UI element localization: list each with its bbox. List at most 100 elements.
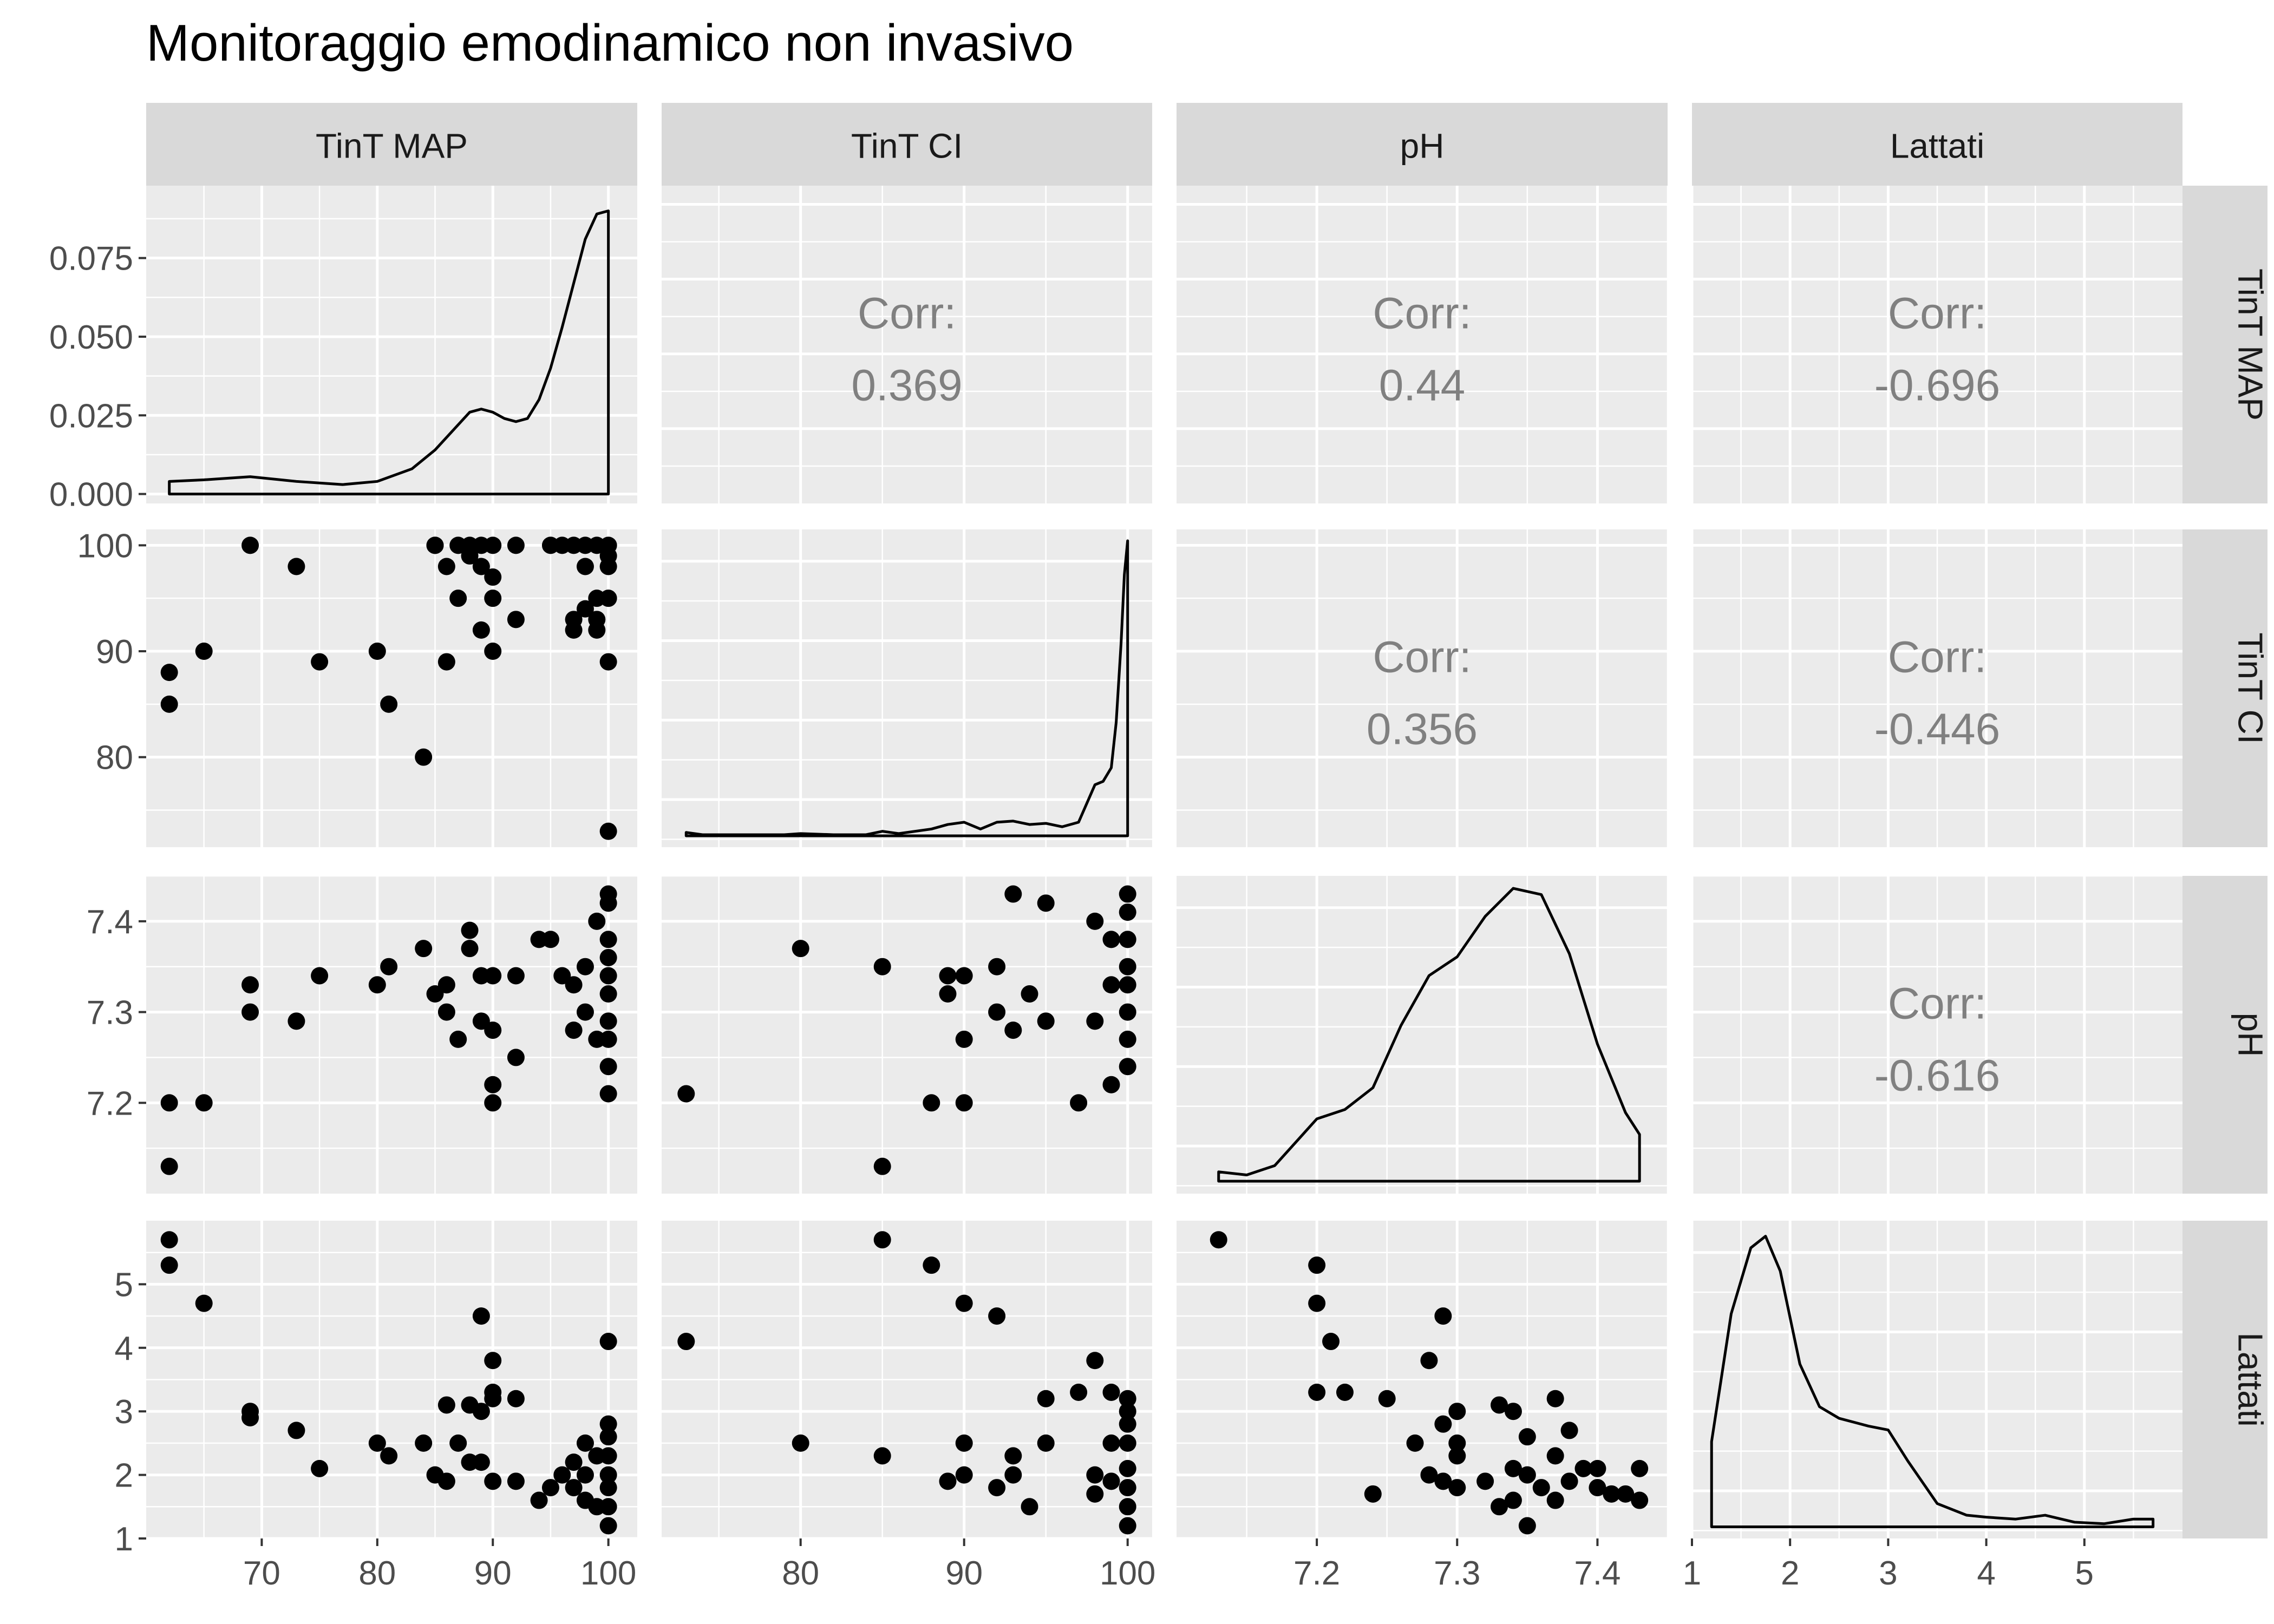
panel-background bbox=[146, 529, 637, 847]
data-point bbox=[1364, 1485, 1382, 1503]
data-point bbox=[1086, 912, 1104, 930]
data-point bbox=[160, 695, 178, 713]
data-point bbox=[1434, 1415, 1452, 1433]
data-point bbox=[160, 1256, 178, 1274]
data-point bbox=[415, 940, 433, 958]
data-point bbox=[1434, 1307, 1452, 1325]
y-tick-label: 0.000 bbox=[49, 476, 133, 514]
strip-top-label-lattati: Lattati bbox=[1890, 127, 1984, 166]
panel-background bbox=[1177, 186, 1668, 503]
data-point bbox=[599, 985, 617, 1003]
data-point bbox=[368, 643, 386, 660]
data-point bbox=[241, 536, 259, 554]
data-point bbox=[1119, 1030, 1136, 1048]
data-point bbox=[1119, 976, 1136, 994]
y-tick-label: 90 bbox=[96, 633, 133, 671]
data-point bbox=[1504, 1491, 1522, 1509]
data-point bbox=[1476, 1472, 1494, 1490]
data-point bbox=[565, 1479, 583, 1497]
data-point bbox=[565, 1021, 583, 1039]
data-point bbox=[955, 1030, 973, 1048]
data-point bbox=[565, 621, 583, 639]
panel-tint-map-vs-tint-ci: Corr: 0.369 bbox=[662, 186, 1152, 503]
data-point bbox=[241, 1409, 259, 1426]
data-point bbox=[437, 1396, 455, 1414]
data-point bbox=[287, 1012, 305, 1030]
density-curve bbox=[1710, 1235, 2155, 1529]
data-point bbox=[1518, 1428, 1536, 1446]
x-tick-label: 4 bbox=[1977, 1555, 1995, 1592]
data-point bbox=[507, 1049, 525, 1066]
y-tick-label: 2 bbox=[115, 1457, 133, 1495]
strip-right-lattati bbox=[2182, 1221, 2268, 1538]
data-point bbox=[599, 1058, 617, 1076]
data-point bbox=[380, 958, 398, 975]
data-point bbox=[484, 1472, 502, 1490]
data-point bbox=[1448, 1447, 1466, 1465]
panel-background bbox=[146, 186, 637, 503]
data-point bbox=[988, 1479, 1006, 1497]
x-tick-label: 7.4 bbox=[1574, 1555, 1620, 1592]
data-point bbox=[484, 1021, 502, 1039]
panel-tint-ci-vs-ph: Corr: 0.356 bbox=[1177, 529, 1669, 847]
data-point bbox=[599, 1517, 617, 1535]
data-point bbox=[939, 967, 957, 985]
data-point bbox=[939, 985, 957, 1003]
data-point bbox=[1546, 1491, 1564, 1509]
data-point bbox=[955, 967, 973, 985]
data-point bbox=[1434, 1472, 1452, 1490]
panel-ph-vs-tint-ci bbox=[662, 875, 1152, 1194]
x-tick-label: 5 bbox=[2075, 1555, 2094, 1592]
data-point bbox=[1119, 958, 1136, 975]
x-tick-label: 7.3 bbox=[1434, 1555, 1480, 1592]
y-tick-label: 7.4 bbox=[87, 903, 133, 941]
data-point bbox=[1102, 1434, 1120, 1452]
data-point bbox=[576, 558, 594, 575]
data-point bbox=[1119, 1390, 1136, 1407]
data-point bbox=[484, 643, 502, 660]
strip-top-tint-ci bbox=[662, 103, 1152, 186]
corr-value: 0.44 bbox=[1379, 361, 1466, 410]
data-point bbox=[1119, 1459, 1136, 1477]
y-tick-label: 80 bbox=[96, 739, 133, 777]
data-point bbox=[1448, 1403, 1466, 1420]
corr-label: Corr: bbox=[1888, 289, 1987, 338]
data-point bbox=[1070, 1383, 1088, 1401]
data-point bbox=[472, 1307, 490, 1325]
data-point bbox=[576, 1434, 594, 1452]
data-point bbox=[955, 1094, 973, 1112]
data-point bbox=[1336, 1383, 1354, 1401]
data-point bbox=[449, 1434, 467, 1452]
data-point bbox=[437, 1472, 455, 1490]
data-point bbox=[988, 1307, 1006, 1325]
data-point bbox=[1448, 1479, 1466, 1497]
data-point bbox=[1119, 1003, 1136, 1021]
y-tick-label: 0.050 bbox=[49, 319, 133, 356]
data-point bbox=[507, 611, 525, 628]
data-point bbox=[1210, 1231, 1227, 1249]
data-point bbox=[541, 1479, 559, 1497]
data-point bbox=[1378, 1390, 1396, 1407]
data-point bbox=[599, 590, 617, 607]
data-point bbox=[1448, 1434, 1466, 1452]
density-curve bbox=[1217, 887, 1641, 1183]
data-point bbox=[195, 643, 213, 660]
panel-background bbox=[662, 186, 1152, 503]
data-point bbox=[599, 1428, 617, 1446]
panel-lattati-vs-lattati: 1 2 3 4 5 bbox=[1683, 1221, 2182, 1592]
strip-right-label-ph: pH bbox=[2231, 1013, 2270, 1057]
data-point bbox=[1631, 1491, 1649, 1509]
y-tick-label: 0.075 bbox=[49, 240, 133, 278]
data-point bbox=[160, 1157, 178, 1175]
data-point bbox=[599, 558, 617, 575]
x-tick-label: 100 bbox=[580, 1555, 636, 1592]
data-point bbox=[955, 1294, 973, 1312]
strip-right-ph bbox=[2182, 876, 2268, 1194]
data-point bbox=[599, 1085, 617, 1103]
corr-label: Corr: bbox=[1373, 633, 1471, 682]
data-point bbox=[1518, 1517, 1536, 1535]
data-point bbox=[160, 1231, 178, 1249]
data-point bbox=[1308, 1383, 1326, 1401]
data-point bbox=[1574, 1459, 1592, 1477]
strip-top-lattati bbox=[1692, 103, 2182, 186]
